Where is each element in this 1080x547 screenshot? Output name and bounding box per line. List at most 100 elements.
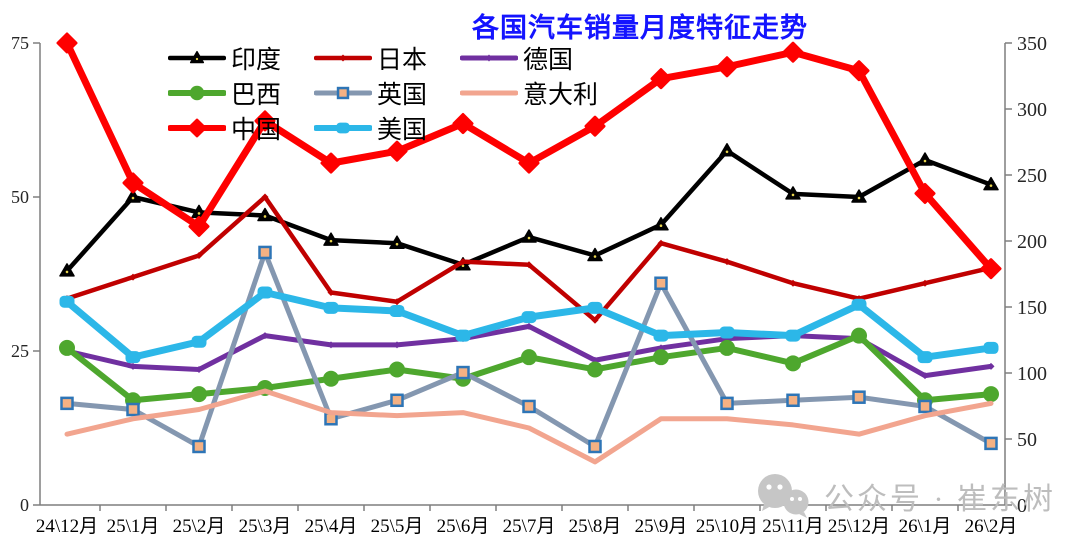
marker-circle bbox=[389, 361, 405, 378]
marker-triangle bbox=[257, 207, 273, 222]
marker-dot-small bbox=[987, 362, 995, 370]
marker-rounded bbox=[257, 286, 273, 299]
marker-dot-small bbox=[327, 288, 335, 296]
marker-diamond bbox=[914, 182, 936, 204]
x-category-label: 25\8月 bbox=[569, 516, 622, 537]
marker-square bbox=[720, 396, 734, 411]
marker-dot-small bbox=[485, 54, 493, 61]
marker-rounded bbox=[983, 341, 999, 354]
right-tick-label: 100 bbox=[1017, 363, 1047, 385]
marker-triangle-dot bbox=[263, 215, 267, 218]
marker-triangle bbox=[851, 189, 867, 203]
marker-circle bbox=[191, 386, 207, 403]
marker-diamond bbox=[386, 140, 408, 162]
marker-triangle bbox=[917, 152, 933, 166]
marker-square bbox=[588, 439, 602, 454]
legend-item-china: 中国 bbox=[168, 110, 314, 145]
right-tick-label: 300 bbox=[1017, 99, 1047, 121]
marker-triangle bbox=[189, 50, 205, 63]
marker-dot-small bbox=[525, 322, 533, 330]
marker-triangle-dot bbox=[725, 150, 729, 154]
legend-label-japan: 日本 bbox=[377, 46, 428, 74]
marker-diamond bbox=[452, 113, 474, 135]
marker-dot-small bbox=[657, 239, 665, 247]
legend-swatch-japan bbox=[314, 54, 372, 61]
marker-dot-small bbox=[261, 332, 269, 340]
marker-triangle bbox=[389, 235, 405, 249]
marker-square bbox=[786, 393, 800, 408]
marker-square bbox=[918, 399, 932, 414]
marker-circle bbox=[719, 339, 735, 356]
x-category-label: 25\7月 bbox=[503, 516, 556, 537]
marker-triangle-dot bbox=[395, 242, 399, 246]
x-category-label: 26\1月 bbox=[899, 516, 952, 537]
chart-legend: 印度 日本 德国 巴西 英国 意大利 中国 美国 bbox=[168, 40, 635, 145]
marker-triangle-dot bbox=[195, 57, 199, 60]
marker-dot-small bbox=[393, 341, 401, 349]
marker-diamond bbox=[782, 41, 804, 63]
right-tick-label: 250 bbox=[1017, 165, 1047, 187]
marker-circle bbox=[653, 349, 669, 366]
marker-circle bbox=[851, 327, 867, 344]
chart-title-text: 各国汽车销量月度特征走势 bbox=[472, 13, 808, 43]
marker-circle bbox=[323, 370, 339, 387]
marker-circle bbox=[521, 349, 537, 366]
marker-circle bbox=[785, 355, 801, 372]
marker-rounded bbox=[917, 351, 933, 364]
marker-triangle-dot bbox=[989, 184, 993, 187]
wechat-icon bbox=[758, 474, 809, 518]
marker-circle bbox=[983, 386, 999, 403]
legend-swatch-china bbox=[168, 118, 226, 137]
legend-item-india: 印度 bbox=[168, 40, 314, 75]
left-tick-label: 75 bbox=[11, 33, 29, 53]
marker-rounded bbox=[851, 298, 867, 311]
x-category-label: 25\11月 bbox=[762, 516, 824, 537]
marker-diamond bbox=[187, 118, 207, 137]
marker-triangle-dot bbox=[791, 193, 795, 197]
marker-rounded bbox=[191, 335, 207, 348]
marker-square bbox=[336, 86, 350, 99]
marker-square bbox=[258, 245, 272, 260]
marker-square bbox=[852, 390, 866, 404]
x-category-label: 25\9月 bbox=[635, 516, 688, 537]
marker-triangle bbox=[785, 186, 801, 200]
marker-dot-small bbox=[921, 279, 929, 287]
marker-circle bbox=[59, 339, 75, 356]
legend-item-uk: 英国 bbox=[314, 75, 460, 110]
marker-dot-small bbox=[195, 365, 203, 373]
marker-dot-small bbox=[591, 316, 599, 324]
marker-dot-small bbox=[789, 279, 797, 287]
legend-label-italy: 意大利 bbox=[523, 81, 599, 109]
legend-swatch-germany bbox=[460, 54, 518, 61]
marker-triangle bbox=[653, 216, 669, 231]
marker-square bbox=[192, 439, 206, 454]
marker-diamond bbox=[716, 56, 738, 78]
marker-square bbox=[522, 399, 536, 414]
x-category-label: 25\12月 bbox=[828, 516, 890, 537]
marker-triangle-dot bbox=[329, 239, 333, 243]
marker-rounded bbox=[389, 304, 405, 317]
left-tick-label: 0 bbox=[20, 495, 29, 515]
marker-diamond bbox=[980, 258, 1002, 280]
marker-triangle-dot bbox=[461, 264, 465, 268]
marker-triangle bbox=[983, 176, 999, 191]
marker-triangle bbox=[59, 263, 75, 277]
x-category-label: 25\4月 bbox=[305, 516, 358, 537]
marker-diamond bbox=[320, 152, 342, 174]
marker-triangle-dot bbox=[857, 196, 861, 200]
watermark-text: 公众号 · 崔东树 bbox=[824, 483, 1056, 516]
right-tick-label: 50 bbox=[1017, 429, 1037, 451]
legend-item-brazil: 巴西 bbox=[168, 75, 314, 110]
marker-dot-small bbox=[921, 372, 929, 380]
marker-diamond bbox=[518, 152, 540, 174]
marker-diamond bbox=[584, 115, 606, 137]
legend-swatch-uk bbox=[314, 86, 372, 99]
marker-triangle bbox=[323, 232, 339, 246]
marker-dot-small bbox=[525, 261, 533, 269]
marker-triangle bbox=[719, 143, 735, 157]
marker-square bbox=[390, 393, 404, 408]
legend-label-india: 印度 bbox=[231, 46, 282, 74]
legend-label-germany: 德国 bbox=[523, 46, 574, 74]
